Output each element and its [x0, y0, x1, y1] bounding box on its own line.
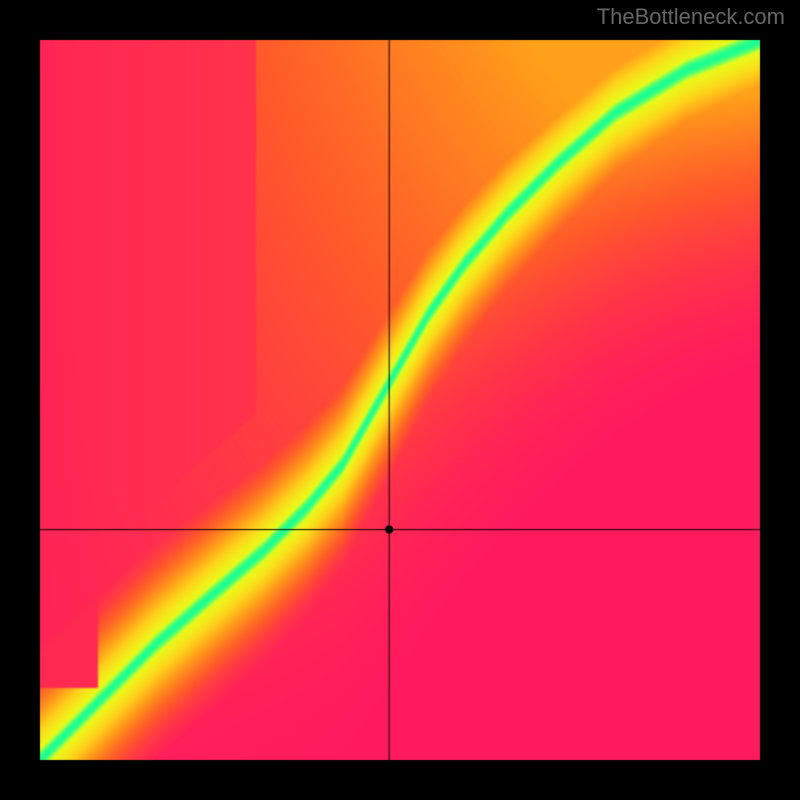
bottleneck-heatmap [0, 0, 800, 800]
watermark-text: TheBottleneck.com [597, 4, 785, 30]
